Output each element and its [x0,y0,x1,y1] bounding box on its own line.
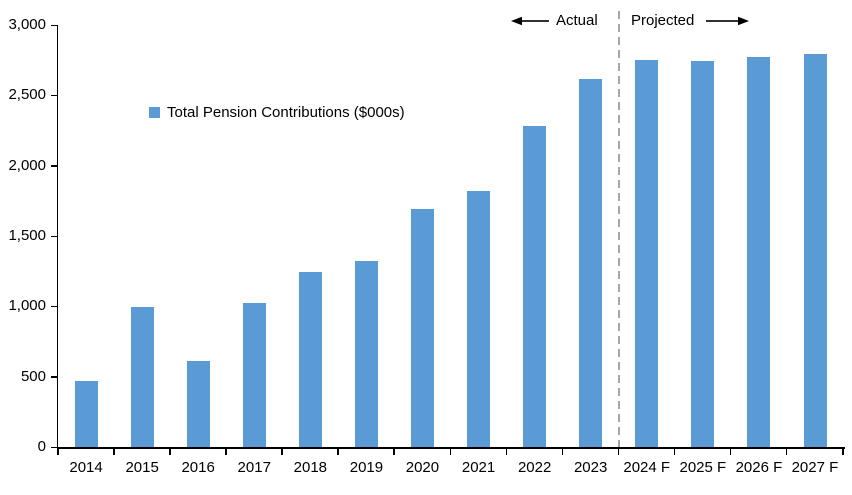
x-label-2023: 2023 [573,459,608,476]
y-tick-mark [51,305,58,308]
x-tick-mark [785,449,788,455]
legend: Total Pension Contributions ($000s) [149,104,405,121]
x-label-2019: 2019 [349,459,384,476]
y-tick-mark [51,94,58,97]
x-tick-mark [673,449,676,455]
x-tick-mark [57,449,59,455]
bar-2017 [242,302,266,447]
bar-2022 [523,125,547,447]
bar-2019 [354,260,378,447]
x-tick-mark [337,449,339,455]
actual-left-arrow-icon [511,16,549,26]
y-tick-label: 0 [37,438,46,455]
y-tick-mark [51,446,58,448]
legend-label: Total Pension Contributions ($000s) [167,104,405,121]
legend-marker-icon [149,107,160,118]
bar-2024-f [635,59,659,447]
x-tick-mark [729,449,732,455]
x-label-2021: 2021 [461,459,496,476]
bar-2026-f [747,57,771,447]
x-tick-mark [225,449,227,455]
y-tick-label: 3,000 [8,16,46,33]
y-tick-mark [51,235,58,237]
y-tick-label: 2,000 [8,156,46,174]
x-tick-mark [169,449,171,455]
bar-2023 [579,78,603,447]
x-label-2016: 2016 [181,459,215,476]
actual-label: Actual [556,12,598,29]
bar-2018 [298,271,322,447]
bar-2021 [467,191,490,447]
actual-projected-divider [617,11,620,447]
x-label-2025-f: 2025 F [679,459,727,476]
bar-2014 [74,380,98,447]
x-label-2017: 2017 [237,459,271,476]
x-label-2024-f: 2024 F [623,459,671,476]
bar-2025-f [691,60,715,447]
x-tick-mark [113,449,115,455]
x-label-2014: 2014 [69,459,103,476]
y-tick-label: 500 [20,367,46,385]
x-tick-mark [617,449,620,455]
projected-right-arrow-icon [706,16,749,26]
bar-2016 [186,361,210,447]
projected-label: Projected [631,12,695,29]
x-label-2022: 2022 [517,459,552,476]
x-tick-mark [281,449,283,455]
y-tick-mark [51,24,58,26]
x-label-2027-f: 2027 F [791,459,839,476]
bar-2020 [411,209,434,447]
x-tick-mark [449,449,451,455]
x-label-2015: 2015 [125,459,159,476]
x-label-2020: 2020 [405,459,440,476]
y-tick-label: 1,500 [8,227,46,244]
x-axis-line [56,447,845,449]
x-tick-mark [505,449,508,455]
bar-2015 [130,307,154,447]
y-tick-mark [51,376,58,378]
x-tick-mark [561,449,564,455]
y-axis-line [56,25,58,449]
x-label-2018: 2018 [293,459,328,476]
y-tick-label: 2,500 [8,86,46,104]
x-tick-mark [393,449,395,455]
y-tick-mark [51,165,58,167]
x-tick-mark [842,449,844,455]
x-label-2026-f: 2026 F [735,459,783,476]
y-tick-label: 1,000 [8,297,46,315]
bar-2027-f [803,53,827,447]
